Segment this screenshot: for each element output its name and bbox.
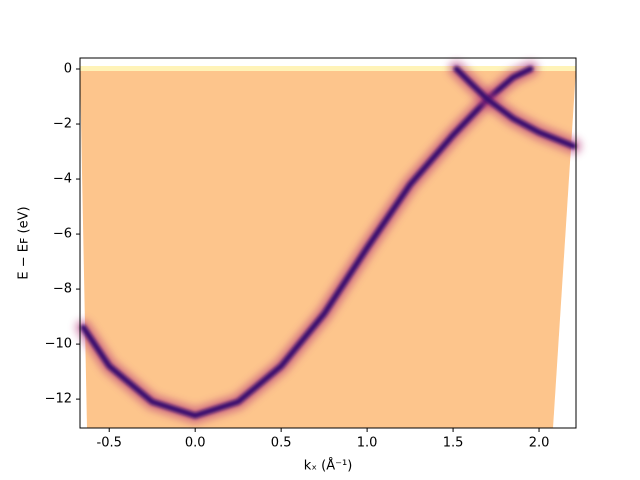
x-tick-label: -0.5 xyxy=(97,436,122,451)
band xyxy=(453,66,577,150)
y-tick-label: 0 xyxy=(64,62,72,77)
plot-area xyxy=(75,61,582,425)
y-tick-label: −6 xyxy=(53,227,72,242)
y-tick-label: −4 xyxy=(53,172,72,187)
x-axis-label: kₓ (Å⁻¹) xyxy=(304,458,353,474)
y-tick-label: −2 xyxy=(53,117,72,132)
x-tick-label: 0.0 xyxy=(185,436,206,451)
y-tick-label: −12 xyxy=(45,392,72,407)
intensity-background xyxy=(80,69,576,428)
x-tick-label: 1.0 xyxy=(357,436,378,451)
x-tick-label: 1.5 xyxy=(443,436,464,451)
axes-frame xyxy=(79,57,577,429)
y-tick-label: −8 xyxy=(53,282,72,297)
y-tick-label: −10 xyxy=(45,337,72,352)
x-tick-label: 2.0 xyxy=(529,436,550,451)
fermi-edge xyxy=(80,66,576,71)
x-tick-label: 0.5 xyxy=(271,436,292,451)
y-axis-label: E − Eꜰ (eV) xyxy=(17,206,32,279)
